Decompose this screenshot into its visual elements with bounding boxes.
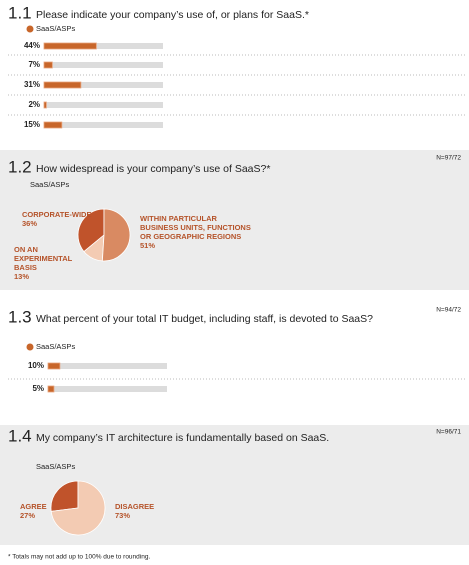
- bar-track: [44, 122, 163, 128]
- slice-label: AGREE 27%: [20, 502, 60, 520]
- value-label: 7%: [28, 60, 40, 69]
- chart-title: Please indicate your company’s use of, o…: [36, 9, 309, 21]
- category-label: CORPORATE-WIDE: [22, 210, 92, 219]
- value-label: 13%: [14, 272, 30, 281]
- bar-track: [44, 82, 163, 88]
- bar: [43, 121, 63, 129]
- value-label: 36%: [22, 219, 38, 228]
- category-label: AGREE: [20, 502, 47, 511]
- bar: [47, 362, 61, 370]
- sample-note: N=96/71: [436, 429, 461, 436]
- pie-slice: [50, 480, 106, 536]
- legend-label: SaaS/ASPs: [36, 342, 75, 351]
- value-label: 51%: [140, 241, 156, 250]
- slice-label: CORPORATE-WIDE 36%: [22, 210, 92, 228]
- subtitle: SaaS/ASPs: [36, 462, 75, 471]
- footnote: * Totals may not add up to 100% due to r…: [8, 554, 150, 561]
- section-number: 1.1: [8, 3, 32, 22]
- bar-track: [44, 43, 163, 49]
- sample-note: N=97/72: [436, 155, 461, 162]
- pie-slice: [101, 208, 131, 262]
- chart-title: What percent of your total IT budget, in…: [36, 313, 373, 325]
- value-label: 27%: [20, 511, 36, 520]
- slice-label: ON AN EXPERIMENTAL BASIS 13%: [14, 245, 74, 281]
- section-number: 1.4: [8, 426, 32, 445]
- bar: [43, 42, 97, 50]
- bar: [43, 101, 47, 109]
- value-label: 10%: [28, 361, 44, 370]
- chart-title: How widespread is your company’s use of …: [36, 163, 270, 175]
- value-label: 73%: [115, 511, 131, 520]
- slice-label: DISAGREE 73%: [115, 502, 175, 520]
- legend-dot: [26, 25, 34, 33]
- slice-label: WITHIN PARTICULAR BUSINESS UNITS, FUNCTI…: [140, 214, 255, 250]
- value-label: 15%: [24, 120, 40, 129]
- category-label: DISAGREE: [115, 502, 155, 511]
- section-number: 1.3: [8, 307, 32, 326]
- section-number: 1.2: [8, 157, 32, 176]
- bar: [47, 385, 55, 393]
- value-label: 31%: [24, 80, 40, 89]
- bar-track: [44, 62, 163, 68]
- sample-note: N=94/72: [436, 307, 461, 314]
- bar-track: [48, 363, 167, 369]
- legend-label: SaaS/ASPs: [36, 24, 75, 33]
- bar: [43, 81, 82, 89]
- bar: [43, 61, 53, 69]
- category-label: ON AN EXPERIMENTAL BASIS: [14, 245, 73, 272]
- value-label: 2%: [28, 100, 40, 109]
- pie-slice: [50, 480, 79, 512]
- category-label: WITHIN PARTICULAR BUSINESS UNITS, FUNCTI…: [140, 214, 251, 241]
- subtitle: SaaS/ASPs: [30, 180, 69, 189]
- chart-title: My company’s IT architecture is fundamen…: [36, 432, 329, 444]
- pie-slice: [77, 208, 105, 253]
- bar-track: [44, 102, 163, 108]
- value-label: 5%: [32, 384, 44, 393]
- legend-dot: [26, 343, 34, 351]
- value-label: 44%: [24, 41, 40, 50]
- panel: [0, 150, 469, 290]
- bar-track: [48, 386, 167, 392]
